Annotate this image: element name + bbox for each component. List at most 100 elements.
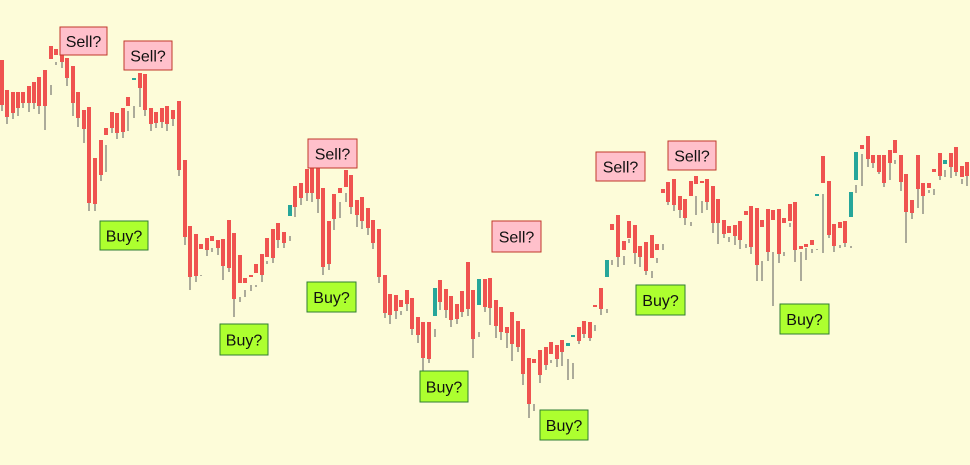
candle — [582, 321, 586, 338]
candle-body-bearish — [560, 340, 564, 352]
candle-body-bearish — [110, 112, 114, 128]
candle-body-bearish — [744, 211, 748, 215]
candle — [849, 192, 853, 248]
candle — [871, 155, 875, 168]
candle-body-bullish — [605, 260, 609, 277]
candle — [544, 347, 548, 370]
candle-body-bearish — [916, 155, 920, 189]
candle-body-bearish — [316, 160, 320, 199]
candle-body-bearish — [505, 327, 509, 333]
candle — [744, 211, 748, 248]
candle — [99, 140, 103, 181]
candle — [293, 186, 297, 217]
candle — [599, 288, 603, 315]
candle — [804, 244, 808, 260]
candle-body-bearish — [377, 229, 381, 277]
candle — [527, 358, 531, 418]
candle — [560, 340, 564, 366]
candle-body-bullish — [943, 160, 947, 164]
candle — [644, 242, 648, 275]
candle — [733, 225, 737, 245]
candle-body-bearish — [716, 199, 720, 223]
candle-body-bearish — [799, 246, 803, 249]
candle-body-bearish — [683, 199, 687, 218]
candle-body-bearish — [700, 181, 704, 183]
candle — [60, 50, 64, 68]
candle-body-bearish — [938, 153, 942, 176]
candle-body-bearish — [416, 317, 420, 335]
candle — [827, 181, 831, 238]
candle-body-bearish — [588, 322, 592, 338]
candle — [177, 101, 181, 176]
candle-body-bearish — [627, 221, 631, 238]
candle-body-bearish — [549, 342, 553, 354]
candle — [249, 275, 253, 291]
candle — [93, 158, 97, 211]
annotation-box — [491, 220, 542, 253]
candle-body-bearish — [460, 291, 464, 312]
candle — [866, 136, 870, 167]
candle-body-bearish — [910, 200, 914, 213]
candle — [549, 342, 553, 363]
candle-body-bearish — [276, 223, 280, 240]
candle — [738, 221, 742, 249]
candle — [183, 160, 187, 245]
candle — [910, 200, 914, 219]
candle — [555, 345, 559, 367]
candle — [243, 278, 247, 297]
candle-body-bearish — [666, 182, 670, 202]
candle-body-bearish — [171, 110, 175, 119]
candle-body-bearish — [538, 350, 542, 375]
candle-body-bullish — [571, 335, 575, 337]
candle — [672, 179, 676, 211]
candle-body-bearish — [227, 220, 231, 268]
candle — [799, 246, 803, 281]
candle-body-bearish — [221, 239, 225, 266]
candle — [700, 181, 704, 213]
annotation-box — [306, 281, 357, 313]
candle-body-bearish — [232, 233, 236, 299]
candle — [466, 262, 470, 316]
annotation-text: Buy? — [426, 380, 463, 397]
candle — [416, 317, 420, 343]
candle-body-bearish — [143, 74, 147, 110]
candle-body-bearish — [293, 186, 297, 207]
sell-annotation: Sell? — [307, 138, 358, 169]
candle-body-bearish — [661, 189, 665, 193]
candle-body-bearish — [650, 235, 654, 258]
candle-body-bearish — [777, 209, 781, 254]
candle-body-bearish — [782, 218, 786, 223]
candle — [355, 200, 359, 227]
candle — [488, 278, 492, 325]
candle — [882, 155, 886, 187]
candle-body-bearish — [299, 183, 303, 198]
candle — [194, 234, 198, 282]
candle-body-bearish — [249, 275, 253, 277]
candle-body-bearish — [927, 183, 931, 188]
candle-body-bearish — [177, 101, 181, 170]
candle-body-bearish — [678, 196, 682, 210]
candle-body-bearish — [593, 305, 597, 307]
candle — [227, 220, 231, 272]
candle-body-bearish — [54, 49, 58, 55]
candle-body-bearish — [194, 234, 198, 276]
candle-body-bearish — [733, 225, 737, 236]
candle — [638, 246, 642, 267]
candle-body-bearish — [832, 224, 836, 246]
candle — [110, 112, 114, 133]
candle — [138, 73, 142, 107]
candle-body-bullish — [433, 288, 437, 316]
candle-body-bearish — [243, 278, 247, 283]
annotation-text: Sell? — [603, 160, 639, 177]
annotation-text: Buy? — [786, 312, 823, 329]
candle-body-bearish — [93, 158, 97, 204]
candle — [755, 208, 759, 281]
candle — [860, 145, 864, 186]
candle — [943, 160, 947, 177]
candle-body-bearish — [360, 197, 364, 221]
candle — [332, 194, 336, 230]
buy-annotation: Buy? — [306, 281, 357, 313]
candle — [904, 174, 908, 243]
candle-body-bearish — [544, 347, 548, 365]
candle-body-bearish — [633, 225, 637, 253]
